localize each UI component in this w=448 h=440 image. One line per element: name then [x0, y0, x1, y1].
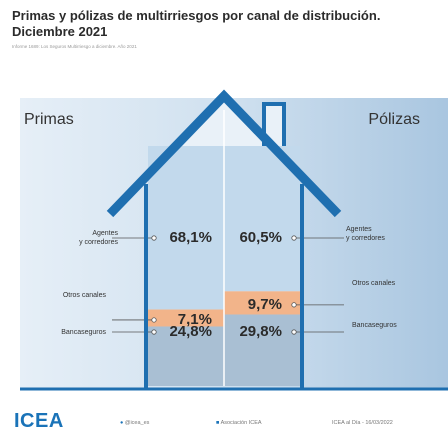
value-label-agentes-polizas: 60,5% — [239, 229, 282, 246]
right-label-agentes-1: Agentes — [346, 226, 372, 233]
connector-dot-otros-polizas — [291, 302, 297, 308]
value-label-banca-polizas: 29,8% — [239, 323, 282, 340]
value-label-otros-primas: 7,1% — [178, 311, 212, 328]
twitter-icon: ● — [120, 420, 124, 426]
linkedin-name: Asociación ICEA — [220, 420, 262, 426]
right-label-agentes-2: y corredores — [346, 235, 385, 242]
title-line-1: Primas y pólizas de multirriesgos por ca… — [12, 8, 381, 23]
value-label-otros-polizas: 9,7% — [248, 296, 282, 313]
connector-dot-otros-primas — [151, 317, 157, 323]
twitter-link[interactable]: ● @icea_es — [120, 420, 149, 426]
bar-banca-polizas — [224, 314, 300, 386]
footer: ICEA ● @icea_es ■ Asociación ICEA ICEA a… — [0, 404, 448, 440]
source-note: Informe 1689: Los Seguros Multirriesgo a… — [12, 44, 137, 49]
bar-otros-primas — [148, 309, 224, 327]
left-label-agentes-2: y corredores — [79, 239, 118, 246]
bar-agentes-polizas — [224, 146, 300, 292]
connector-dot-agentes-polizas — [291, 235, 297, 241]
icea-logo: ICEA — [14, 410, 64, 432]
value-label-group: 24,8%7,1% 68,1% 29,8% 9,7% 60,5% — [169, 229, 282, 340]
connector-dot-agentes-primas — [151, 235, 157, 241]
value-label-banca-primas: 24,8% — [169, 323, 212, 340]
linkedin-icon: ■ — [216, 420, 220, 426]
connector-dot-banca-polizas — [291, 329, 297, 335]
bar-banca-primas — [148, 326, 224, 386]
linkedin-link[interactable]: ■ Asociación ICEA — [216, 420, 262, 426]
twitter-handle: @icea_es — [124, 420, 150, 426]
right-label-banca: Bancaseguros — [352, 322, 397, 329]
category-label-polizas: Pólizas — [368, 111, 420, 128]
bar-otros-polizas — [224, 291, 300, 315]
date-note: ICEA al Día - 16/03/2022 — [332, 420, 393, 426]
value-label-agentes-primas: 68,1% — [169, 229, 212, 246]
bar-group — [148, 110, 300, 386]
right-label-otros: Otros canales — [352, 280, 396, 287]
bar-agentes-primas — [148, 146, 224, 310]
category-label-primas: Primas — [24, 111, 74, 128]
left-label-agentes-1: Agentes — [92, 230, 118, 237]
left-label-otros: Otros canales — [63, 292, 107, 299]
title-line-2: Diciembre 2021 — [12, 24, 108, 39]
chart-title: Primas y pólizas de multirriesgos por ca… — [12, 8, 380, 40]
house-chart: Primas Pólizas 24,8%7,1% 68,1% 29,8% 9,7% 60… — [20, 89, 448, 391]
left-label-banca: Bancaseguros — [61, 329, 106, 336]
connector-dot-banca-primas — [151, 329, 157, 335]
house-roof — [106, 89, 342, 218]
